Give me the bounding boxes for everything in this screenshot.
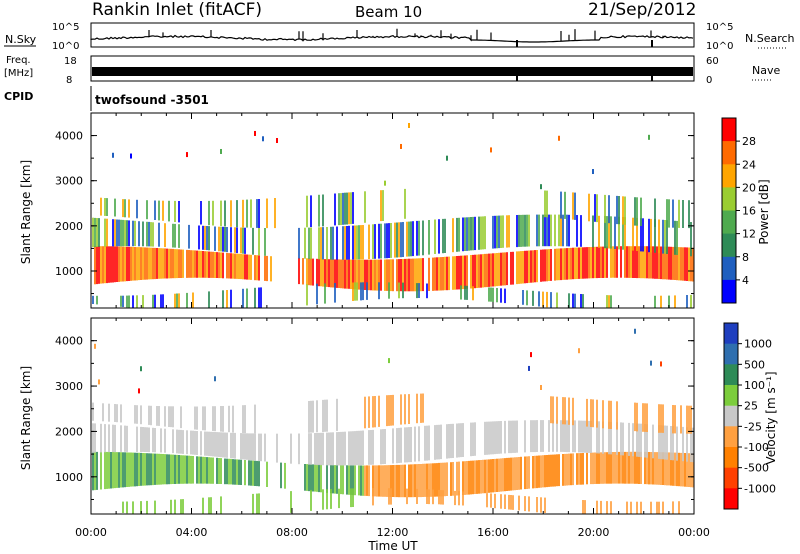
velocity-colorbar-label: Velocity [m s⁻¹]	[764, 371, 778, 464]
velocity-panel: 1000 2000 3000 4000 Slant Range [km] 1000 50…	[19, 317, 778, 515]
colorbar-tick-label: 100	[744, 379, 765, 392]
velocity-ylabel: Slant Range [km]	[19, 366, 33, 470]
velocity-heatmap	[92, 328, 694, 514]
velocity-colorbar: 1000 500 100 25 -25 -100 -500 -1000	[723, 322, 776, 510]
beam-label: Beam 10	[355, 3, 422, 21]
colorbar-tick-label: 500	[744, 358, 765, 371]
freq-strip: Freq. [MHz] 18 8 60 0 Nave	[4, 55, 780, 86]
colorbar-tick-label: -25	[744, 420, 762, 433]
colorbar-tick-label: 20	[742, 181, 756, 194]
date-label: 21/Sep/2012	[588, 0, 696, 20]
colorbar-tick-label: 4	[742, 274, 749, 287]
nsearch-label: N.Search	[745, 32, 795, 45]
ytick-label: 4000	[55, 130, 83, 143]
cpid-strip: CPID twofsound -3501	[4, 86, 209, 111]
nsky-line	[90, 28, 694, 43]
xtick-label: 12:00	[377, 526, 409, 539]
xtick-label: 08:00	[276, 526, 308, 539]
colorbar-tick-label: 24	[742, 158, 756, 171]
cpid-label: CPID	[4, 90, 33, 103]
colorbar-tick-label: 16	[742, 205, 756, 218]
power-colorbar-label: Power [dB]	[757, 179, 771, 244]
ytick-label: 3000	[55, 380, 83, 393]
ytick-label: 2000	[55, 220, 83, 233]
velocity-yaxis: 1000 2000 3000 4000	[55, 335, 694, 500]
colorbar-tick-label: 25	[744, 400, 758, 413]
colorbar-tick-label: -1000	[744, 482, 776, 495]
freq-tick-top: 18	[64, 56, 77, 67]
colorbar-tick-label: -500	[744, 462, 769, 475]
freq-label: Freq.	[6, 55, 31, 66]
nave-label: Nave	[752, 64, 780, 77]
freq-bar	[92, 67, 693, 76]
power-ylabel: Slant Range [km]	[19, 160, 33, 264]
nsky-tick-bottom: 10^0	[52, 41, 79, 52]
colorbar-tick-label: 8	[742, 251, 749, 264]
xaxis-label: Time UT	[367, 539, 418, 553]
xtick-label: 04:00	[176, 526, 208, 539]
colorbar-tick-label: 28	[742, 135, 756, 148]
ytick-label: 1000	[55, 265, 83, 278]
colorbar-tick-label: 12	[742, 228, 756, 241]
ytick-label: 3000	[55, 175, 83, 188]
nsky-strip: N.Sky 10^5 10^0 10^5 10^0 N.Search	[4, 22, 795, 52]
cpid-value: twofsound -3501	[95, 93, 209, 107]
power-colorbar: 4 8 12 16 20 24 28	[721, 117, 756, 304]
time-axis: 00:00 04:00 08:00 12:00 16:00 20:00 00:00	[75, 113, 710, 539]
nsky-label: N.Sky	[5, 33, 37, 46]
xtick-label: 00:00	[678, 526, 710, 539]
power-yaxis: 1000 2000 3000 4000	[55, 130, 694, 295]
xtick-label: 20:00	[578, 526, 610, 539]
station-title: Rankin Inlet (fitACF)	[92, 0, 262, 20]
xtick-label: 00:00	[75, 526, 107, 539]
colorbar-tick-label: 1000	[744, 338, 772, 351]
power-heatmap	[92, 122, 694, 308]
ytick-label: 4000	[55, 335, 83, 348]
freq-unit-label: [MHz]	[4, 68, 33, 79]
ytick-label: 2000	[55, 425, 83, 438]
xtick-label: 16:00	[477, 526, 509, 539]
nsearch-tick-bottom: 10^0	[706, 41, 733, 52]
ytick-label: 1000	[55, 471, 83, 484]
nsky-tick-top: 10^5	[52, 22, 79, 33]
nsearch-tick-top: 10^5	[706, 22, 733, 33]
nave-tick-top: 60	[706, 56, 719, 67]
colorbar-tick-label: -100	[744, 441, 769, 454]
power-panel: 1000 2000 3000 4000 Slant Range [km] 4 8 12 16…	[19, 112, 771, 309]
freq-tick-bottom: 8	[66, 75, 72, 86]
nave-tick-bottom: 0	[706, 75, 712, 86]
